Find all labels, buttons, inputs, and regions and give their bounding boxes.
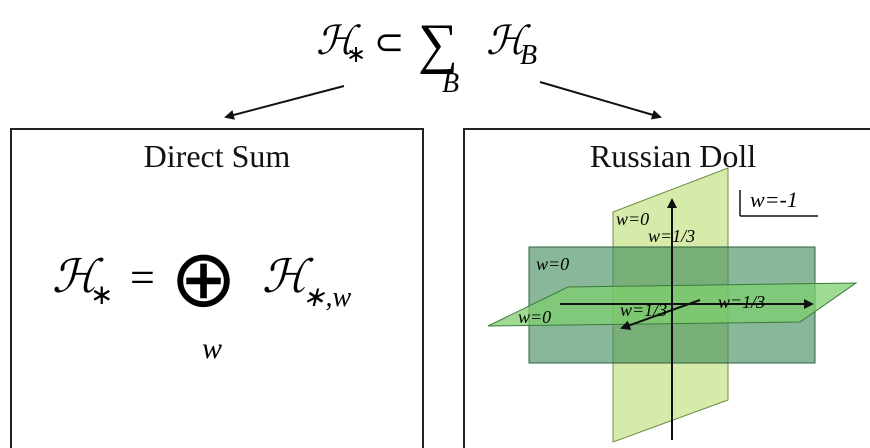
label-center-w13: w=1/3: [620, 300, 667, 320]
depth-axis: [620, 299, 701, 331]
top-sum-index: B: [442, 68, 459, 96]
legend-label: w=-1: [750, 187, 798, 212]
ds-rhs-symbol: ℋ: [262, 251, 314, 302]
ds-lhs-symbol: ℋ: [52, 251, 104, 302]
arrow-left: [224, 85, 345, 120]
label-right-w13: w=1/3: [718, 292, 765, 312]
top-lhs-subscript: ∗: [346, 42, 366, 68]
label-back-w0: w=0: [536, 254, 569, 274]
ds-lhs-subscript: ∗: [90, 280, 113, 311]
label-floor-w0: w=0: [518, 307, 551, 327]
label-vertical-w13: w=1/3: [648, 226, 695, 246]
top-formula-svg: ℋ ∗ ⊂ ∑ B ℋ B: [316, 13, 537, 99]
ds-oplus: ⊕: [170, 236, 237, 324]
top-formula: ℋ ∗ ⊂ ∑ B ℋ B: [310, 10, 570, 99]
ds-rhs-subscript: ∗,w: [302, 282, 351, 313]
top-rhs-subscript: B: [520, 40, 537, 71]
direct-sum-formula: ℋ ∗ = ⊕ w ℋ ∗,w: [52, 236, 351, 365]
top-lhs-symbol: ℋ: [316, 18, 361, 63]
label-vertical-w0: w=0: [616, 209, 649, 229]
direct-sum-title: Direct Sum: [143, 138, 291, 174]
ds-oplus-index: w: [202, 332, 222, 365]
direct-sum-panel: Direct Sum ℋ ∗ = ⊕ w ℋ ∗,w: [10, 128, 424, 448]
top-subset-symbol: ⊂: [374, 22, 404, 62]
ds-equals: =: [130, 253, 155, 302]
top-rhs-symbol: ℋ: [486, 18, 531, 63]
top-sum-symbol: ∑: [418, 13, 458, 75]
arrow-right: [539, 81, 662, 120]
